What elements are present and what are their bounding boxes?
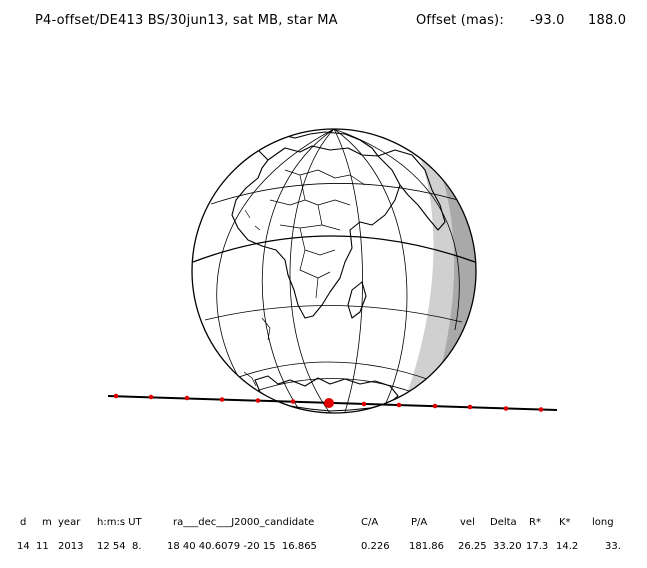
equator	[192, 235, 476, 263]
track-point	[538, 407, 544, 412]
meridian	[333, 129, 408, 406]
value-r-star: 17.3	[526, 541, 549, 552]
col-header-long: long	[592, 517, 614, 528]
value-ca: 0.226	[361, 541, 390, 552]
globe-disk	[192, 129, 476, 413]
track-point	[148, 394, 154, 400]
parallel	[252, 378, 413, 393]
offset-label: Offset (mas):	[416, 13, 504, 28]
track-point	[113, 393, 119, 399]
value-day: 14	[17, 541, 30, 552]
value-vel: 26.25	[458, 541, 487, 552]
col-header-k-star: K*	[559, 517, 571, 528]
chart-title: P4-offset/DE413 BS/30jun13, sat MB, star…	[35, 13, 338, 28]
col-header-year: year	[58, 517, 81, 528]
col-header-time: h:m:s UT	[97, 517, 142, 528]
parallel	[210, 183, 459, 205]
madagascar-outline	[347, 281, 367, 319]
meridian	[289, 129, 335, 413]
meridian	[261, 129, 335, 412]
col-header-ca: C/A	[361, 517, 379, 528]
arabia-outline	[377, 149, 446, 231]
value-coordinates: 18 40 40.6079 -20 15 16.865	[167, 541, 317, 552]
graticule	[204, 129, 463, 413]
south-atlantic-islands	[243, 371, 257, 387]
offset-y-value: 188.0	[588, 13, 627, 28]
value-delta: 33.20	[493, 541, 522, 552]
parallel	[235, 361, 431, 381]
value-time: 12 54 8.	[97, 541, 142, 552]
col-header-day: d	[20, 517, 27, 528]
south-america-tip	[261, 317, 271, 341]
track-point	[396, 402, 402, 408]
track-point	[219, 397, 225, 402]
meridian	[216, 129, 335, 381]
value-long: 33.	[605, 541, 621, 552]
value-pa: 181.86	[409, 541, 444, 552]
meridian	[333, 129, 363, 413]
offset-x-value: -93.0	[530, 13, 565, 28]
globe-limb	[191, 128, 477, 414]
value-k-star: 14.2	[556, 541, 579, 552]
africa-outline	[231, 145, 401, 319]
track-point	[184, 395, 190, 401]
col-header-vel: vel	[460, 517, 475, 528]
country-borders	[269, 169, 366, 299]
track-point	[503, 406, 509, 411]
track-point	[255, 398, 261, 403]
track-point	[467, 404, 473, 410]
value-month: 11	[36, 541, 49, 552]
col-header-r-star: R*	[529, 517, 541, 528]
track-point	[361, 401, 367, 407]
closest-approach-point	[324, 398, 334, 408]
col-header-pa: P/A	[411, 517, 428, 528]
west-africa-details	[244, 209, 261, 231]
parallel	[204, 305, 463, 323]
col-header-coordinates: ra___dec___J2000_candidate	[173, 517, 315, 528]
track-point	[290, 399, 296, 404]
antarctica-outline	[254, 375, 399, 412]
value-year: 2013	[58, 541, 84, 552]
track-point	[432, 403, 438, 409]
col-header-month: m	[42, 517, 52, 528]
occultation-track	[107, 393, 558, 412]
col-header-delta: Delta	[490, 517, 517, 528]
